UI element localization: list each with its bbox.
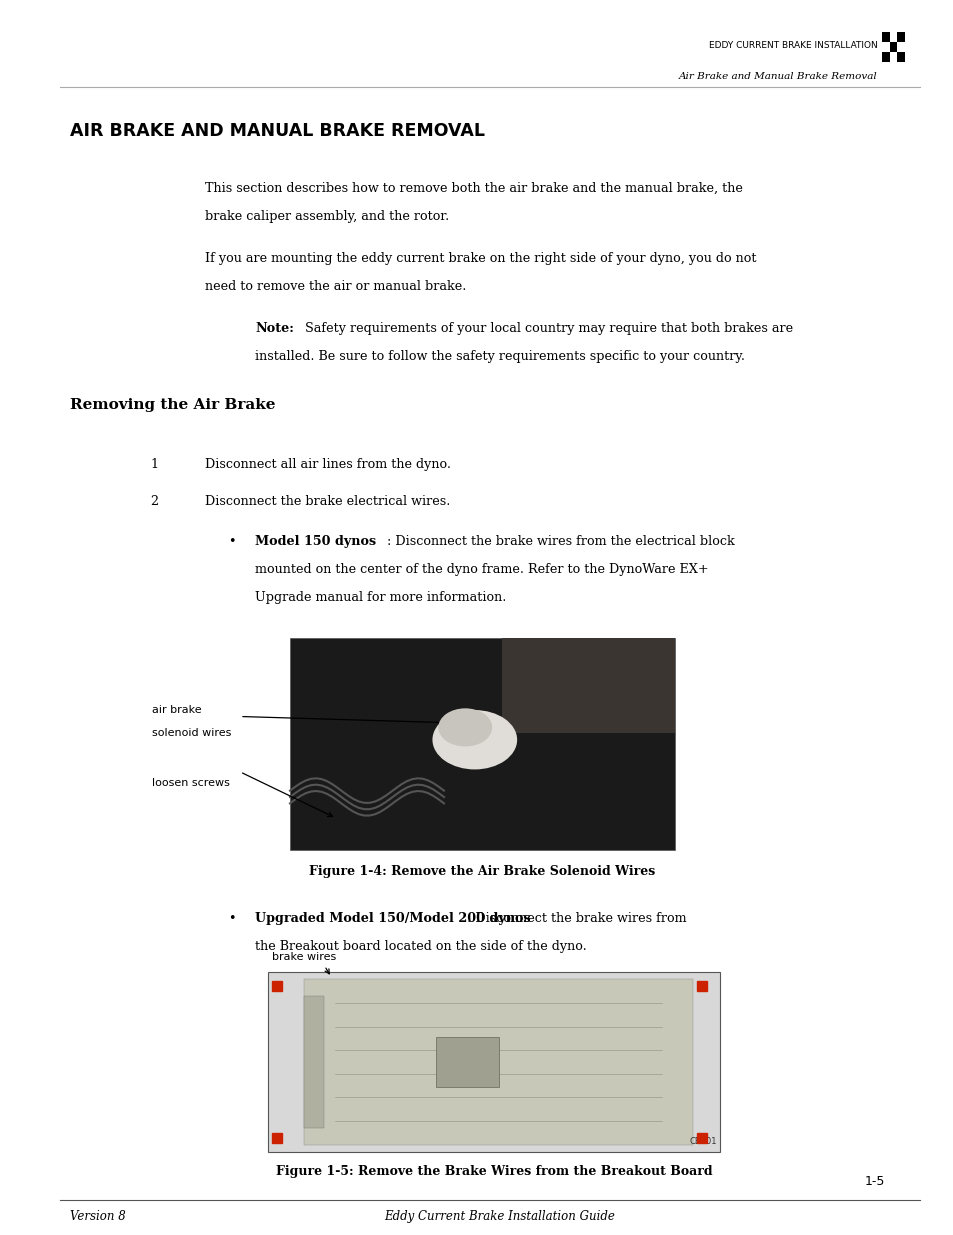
Bar — [889, 32, 897, 42]
Bar — [882, 42, 889, 52]
Text: solenoid wires: solenoid wires — [152, 727, 232, 739]
Text: Eddy Current Brake Installation Guide: Eddy Current Brake Installation Guide — [384, 1210, 615, 1223]
Text: •: • — [228, 911, 235, 925]
Text: If you are mounting the eddy current brake on the right side of your dyno, you d: If you are mounting the eddy current bra… — [205, 252, 756, 266]
Bar — [882, 32, 889, 42]
Text: EDDY CURRENT BRAKE INSTALLATION: EDDY CURRENT BRAKE INSTALLATION — [708, 41, 877, 49]
Text: 1-5: 1-5 — [863, 1174, 884, 1188]
Bar — [304, 979, 692, 1145]
Bar — [897, 52, 904, 62]
Bar — [897, 42, 904, 52]
Bar — [290, 638, 675, 850]
Text: Version 8: Version 8 — [70, 1210, 126, 1223]
Text: AIR BRAKE AND MANUAL BRAKE REMOVAL: AIR BRAKE AND MANUAL BRAKE REMOVAL — [70, 122, 484, 140]
Text: This section describes how to remove both the air brake and the manual brake, th: This section describes how to remove bot… — [205, 182, 742, 195]
Text: the Breakout board located on the side of the dyno.: the Breakout board located on the side o… — [254, 940, 586, 953]
Text: need to remove the air or manual brake.: need to remove the air or manual brake. — [205, 280, 466, 293]
Text: air brake: air brake — [152, 705, 201, 715]
Bar — [889, 42, 897, 52]
Text: 2: 2 — [150, 495, 158, 508]
Ellipse shape — [437, 709, 492, 746]
Text: : Disconnect the brake wires from the electrical block: : Disconnect the brake wires from the el… — [386, 535, 734, 548]
Ellipse shape — [432, 710, 517, 769]
Text: Removing the Air Brake: Removing the Air Brake — [70, 398, 275, 412]
Bar — [897, 32, 904, 42]
Bar — [501, 638, 675, 734]
Bar — [882, 52, 889, 62]
Text: brake wires: brake wires — [272, 952, 335, 962]
Text: Safety requirements of your local country may require that both brakes are: Safety requirements of your local countr… — [300, 322, 792, 335]
Text: Upgraded Model 150/Model 200 dynos: Upgraded Model 150/Model 200 dynos — [254, 911, 530, 925]
Bar — [304, 995, 323, 1129]
Text: loosen screws: loosen screws — [152, 778, 230, 788]
Text: Figure 1-4: Remove the Air Brake Solenoid Wires: Figure 1-4: Remove the Air Brake Solenoi… — [309, 864, 655, 878]
Bar — [268, 972, 720, 1152]
Text: CB001: CB001 — [689, 1137, 717, 1146]
Text: brake caliper assembly, and the rotor.: brake caliper assembly, and the rotor. — [205, 210, 449, 224]
Bar — [889, 52, 897, 62]
Text: Upgrade manual for more information.: Upgrade manual for more information. — [254, 592, 506, 604]
Text: •: • — [228, 535, 235, 548]
Text: Disconnect all air lines from the dyno.: Disconnect all air lines from the dyno. — [205, 458, 451, 471]
Text: 1: 1 — [150, 458, 158, 471]
Text: Note:: Note: — [254, 322, 294, 335]
Bar — [436, 1037, 498, 1087]
Text: Air Brake and Manual Brake Removal: Air Brake and Manual Brake Removal — [679, 72, 877, 82]
Text: mounted on the center of the dyno frame. Refer to the DynoWare EX+: mounted on the center of the dyno frame.… — [254, 563, 708, 576]
Text: Figure 1-5: Remove the Brake Wires from the Breakout Board: Figure 1-5: Remove the Brake Wires from … — [275, 1165, 712, 1178]
Text: : Disconnect the brake wires from: : Disconnect the brake wires from — [466, 911, 686, 925]
Text: Model 150 dynos: Model 150 dynos — [254, 535, 375, 548]
Text: installed. Be sure to follow the safety requirements specific to your country.: installed. Be sure to follow the safety … — [254, 350, 744, 363]
Text: Disconnect the brake electrical wires.: Disconnect the brake electrical wires. — [205, 495, 450, 508]
